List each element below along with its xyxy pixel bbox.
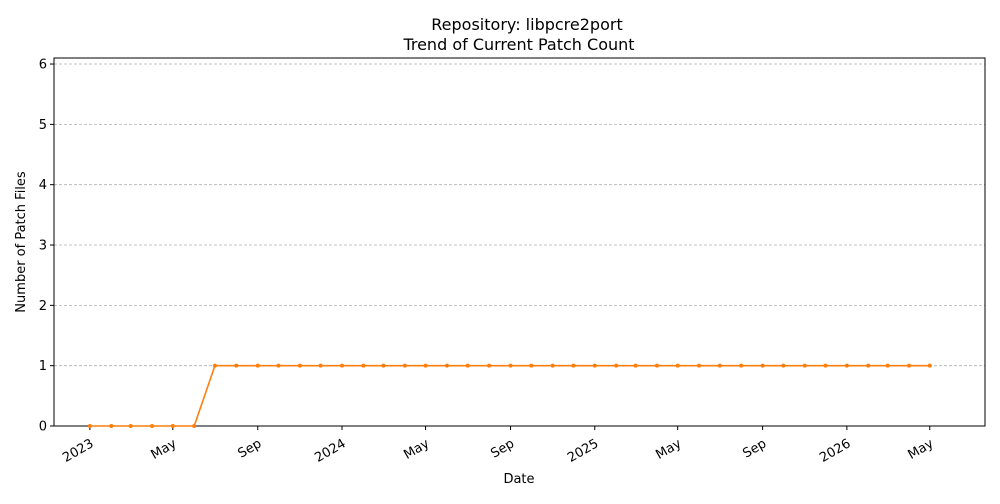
chart-title-line2: Trend of Current Patch Count [402, 35, 634, 54]
data-point [592, 363, 597, 368]
series-layer [87, 363, 932, 428]
data-point [717, 363, 722, 368]
data-point [87, 424, 92, 428]
data-point [423, 363, 428, 368]
x-axis: 2023 May Sep 2024 May Sep 2025 May Sep 2026 May [60, 426, 937, 466]
data-point [654, 363, 659, 368]
data-point [633, 363, 638, 368]
data-point [297, 363, 302, 368]
x-tick-label: May [653, 436, 684, 463]
data-point [340, 363, 345, 368]
y-tick-label: 3 [39, 239, 47, 254]
data-point [128, 424, 133, 428]
data-point [318, 363, 323, 368]
data-point [697, 363, 702, 368]
data-point [866, 363, 871, 368]
y-tick-label: 6 [39, 58, 47, 73]
data-point [402, 363, 407, 368]
y-tick-label: 1 [39, 359, 47, 374]
y-tick-label: 4 [39, 178, 47, 193]
data-point [927, 363, 932, 368]
data-point [529, 363, 534, 368]
x-axis-label: Date [503, 472, 534, 487]
data-point [255, 363, 260, 368]
data-point [802, 363, 807, 368]
data-point [675, 363, 680, 368]
data-point [170, 424, 175, 428]
data-point [885, 363, 890, 368]
y-axis-label: Number of Patch Files [14, 171, 29, 313]
data-point [361, 363, 366, 368]
data-point [465, 363, 470, 368]
x-tick-label: 2023 [60, 436, 96, 466]
data-point [823, 363, 828, 368]
data-point [508, 363, 513, 368]
data-point [614, 363, 619, 368]
y-tick-label: 2 [39, 299, 47, 314]
data-point [192, 424, 197, 428]
x-tick-label: 2024 [312, 436, 348, 466]
data-point [739, 363, 744, 368]
data-point [571, 363, 576, 368]
x-tick-label: Sep [488, 436, 517, 461]
x-tick-label: 2026 [817, 436, 853, 466]
data-point [487, 363, 492, 368]
data-point [781, 363, 786, 368]
data-point [907, 363, 912, 368]
x-tick-label: Sep [236, 436, 265, 461]
plot-area-frame [53, 57, 986, 427]
data-point [234, 363, 239, 368]
data-point [212, 363, 217, 368]
series-line [89, 364, 930, 427]
data-point [150, 424, 155, 428]
data-point [276, 363, 281, 368]
x-tick-label: 2025 [565, 436, 601, 466]
data-point [444, 363, 449, 368]
data-point [381, 363, 386, 368]
data-point [109, 424, 114, 428]
data-point [844, 363, 849, 368]
gridlines [54, 63, 985, 367]
x-tick-label: Sep [740, 436, 769, 461]
data-point [760, 363, 765, 368]
y-tick-label: 0 [39, 420, 47, 435]
x-tick-label: May [149, 436, 180, 463]
chart-title-line1: Repository: libpcre2port [431, 15, 622, 34]
y-axis: 0 1 2 3 4 5 6 [39, 58, 54, 435]
y-tick-label: 5 [39, 118, 47, 133]
x-tick-label: May [906, 436, 937, 463]
x-tick-label: May [401, 436, 432, 463]
data-point [550, 363, 555, 368]
